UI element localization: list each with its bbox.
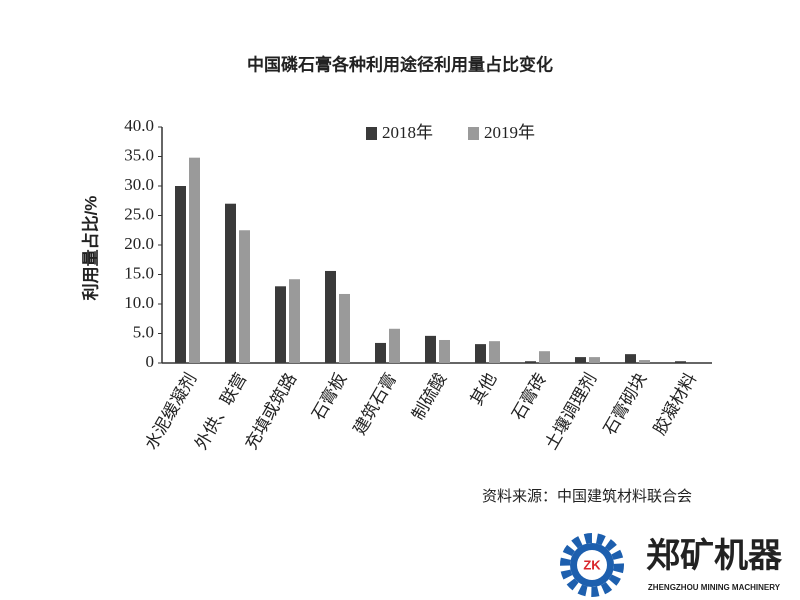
bar — [589, 357, 600, 363]
y-tick-label: 35.0 — [124, 145, 154, 164]
bar — [375, 342, 386, 363]
bar — [175, 186, 186, 363]
y-axis-label: 利用量占比/% — [80, 196, 100, 301]
legend-swatch — [366, 127, 377, 140]
bar — [425, 335, 436, 363]
x-tick-label: 石膏砖 — [508, 369, 551, 423]
x-tick-label: 石膏砌块 — [599, 369, 650, 438]
y-tick-label: 25.0 — [124, 204, 154, 223]
logo-subtitle: ZHENGZHOU MINING MACHINERY — [648, 583, 781, 592]
y-tick-label: 30.0 — [124, 175, 154, 194]
legend-swatch — [468, 127, 479, 140]
bar — [389, 328, 400, 363]
bar — [339, 293, 350, 363]
legend-label: 2019年 — [484, 123, 535, 142]
bar — [525, 361, 536, 363]
bar — [325, 270, 336, 363]
x-tick-label: 制硫酸 — [408, 370, 450, 424]
bar — [539, 351, 550, 363]
bar — [489, 341, 500, 363]
x-tick-label: 石膏板 — [308, 369, 351, 423]
bar — [575, 357, 586, 363]
y-tick-label: 5.0 — [133, 322, 154, 341]
x-tick-label: 充填或筑路 — [241, 370, 300, 453]
bar — [625, 354, 636, 363]
y-tick-label: 20.0 — [124, 234, 154, 253]
bar — [225, 203, 236, 363]
chart-title: 中国磷石膏各种利用途径利用量占比变化 — [247, 54, 553, 74]
x-tick-label: 建筑石膏 — [349, 369, 400, 438]
bar — [475, 344, 486, 363]
bar — [275, 286, 286, 363]
y-tick-label: 15.0 — [124, 263, 154, 282]
bar — [439, 339, 450, 363]
logo: ZK 郑矿机器 ZHENGZHOU MINING MACHINERY — [560, 533, 783, 597]
x-tick-label: 土壤调理剂 — [541, 369, 601, 453]
bar — [675, 361, 686, 363]
y-tick-label: 40.0 — [124, 116, 154, 135]
bar — [289, 279, 300, 363]
y-tick-label: 0 — [146, 352, 155, 371]
logo-mark: ZK — [583, 557, 601, 572]
x-tick-label: 胶凝材料 — [650, 370, 700, 438]
x-tick-label: 外供、联营 — [191, 370, 250, 453]
source-note: 资料来源：中国建筑材料联合会 — [482, 488, 692, 505]
x-tick-label: 水泥缓凝剂 — [141, 370, 200, 453]
y-tick-label: 10.0 — [124, 293, 154, 312]
logo-inner — [577, 550, 607, 580]
legend-label: 2018年 — [382, 123, 433, 142]
bar — [189, 157, 200, 363]
bar — [639, 360, 650, 363]
logo-gear — [560, 533, 624, 597]
logo-name: 郑矿机器 — [646, 537, 783, 575]
x-tick-label: 其他 — [467, 370, 500, 409]
bar — [239, 230, 250, 363]
